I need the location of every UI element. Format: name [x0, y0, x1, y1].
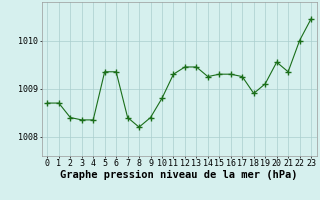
X-axis label: Graphe pression niveau de la mer (hPa): Graphe pression niveau de la mer (hPa): [60, 170, 298, 180]
